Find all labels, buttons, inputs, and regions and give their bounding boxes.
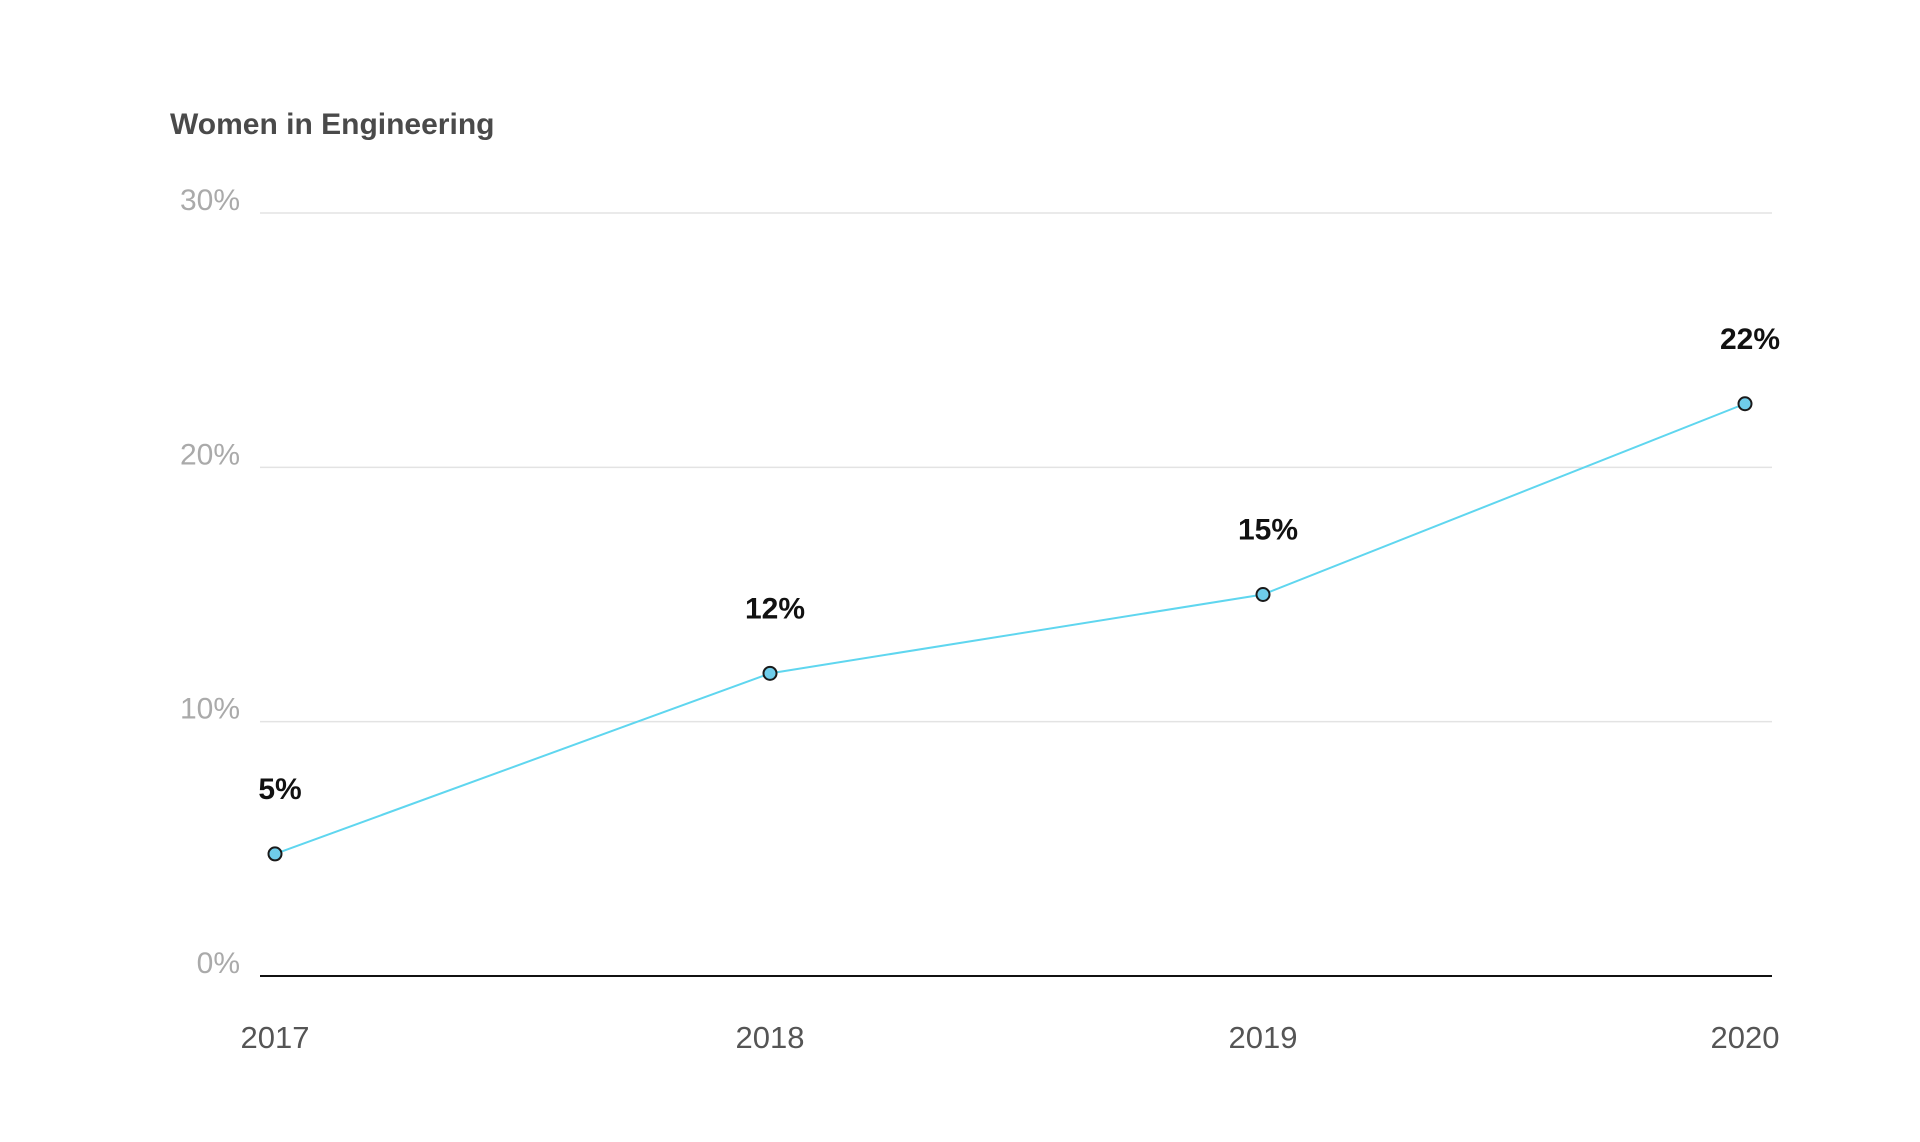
series — [267, 396, 1753, 862]
data-point — [762, 665, 778, 681]
data-label: 22% — [1720, 323, 1780, 356]
data-point — [1737, 396, 1753, 412]
data-point — [1255, 587, 1271, 602]
y-axis: 0% 10% 20% 30% — [180, 184, 240, 980]
x-tick-label: 2017 — [241, 1020, 310, 1055]
y-tick-label: 20% — [180, 438, 240, 471]
data-label: 15% — [1238, 514, 1298, 547]
grid — [260, 212, 1772, 977]
series-line — [274, 402, 1746, 855]
y-tick-label: 0% — [197, 947, 240, 980]
data-point — [267, 846, 283, 862]
y-tick-label: 30% — [180, 184, 240, 217]
x-tick-label: 2019 — [1229, 1020, 1298, 1055]
x-tick-label: 2020 — [1711, 1020, 1780, 1055]
x-axis: 2017 2018 2019 2020 — [241, 1020, 1780, 1055]
chart-title: Women in Engineering — [170, 108, 494, 141]
data-label: 12% — [745, 592, 805, 625]
y-tick-label: 10% — [180, 693, 240, 726]
x-tick-label: 2018 — [736, 1020, 805, 1055]
data-label: 5% — [258, 773, 301, 806]
data-labels: 5% 12% 15% 22% — [258, 323, 1780, 806]
